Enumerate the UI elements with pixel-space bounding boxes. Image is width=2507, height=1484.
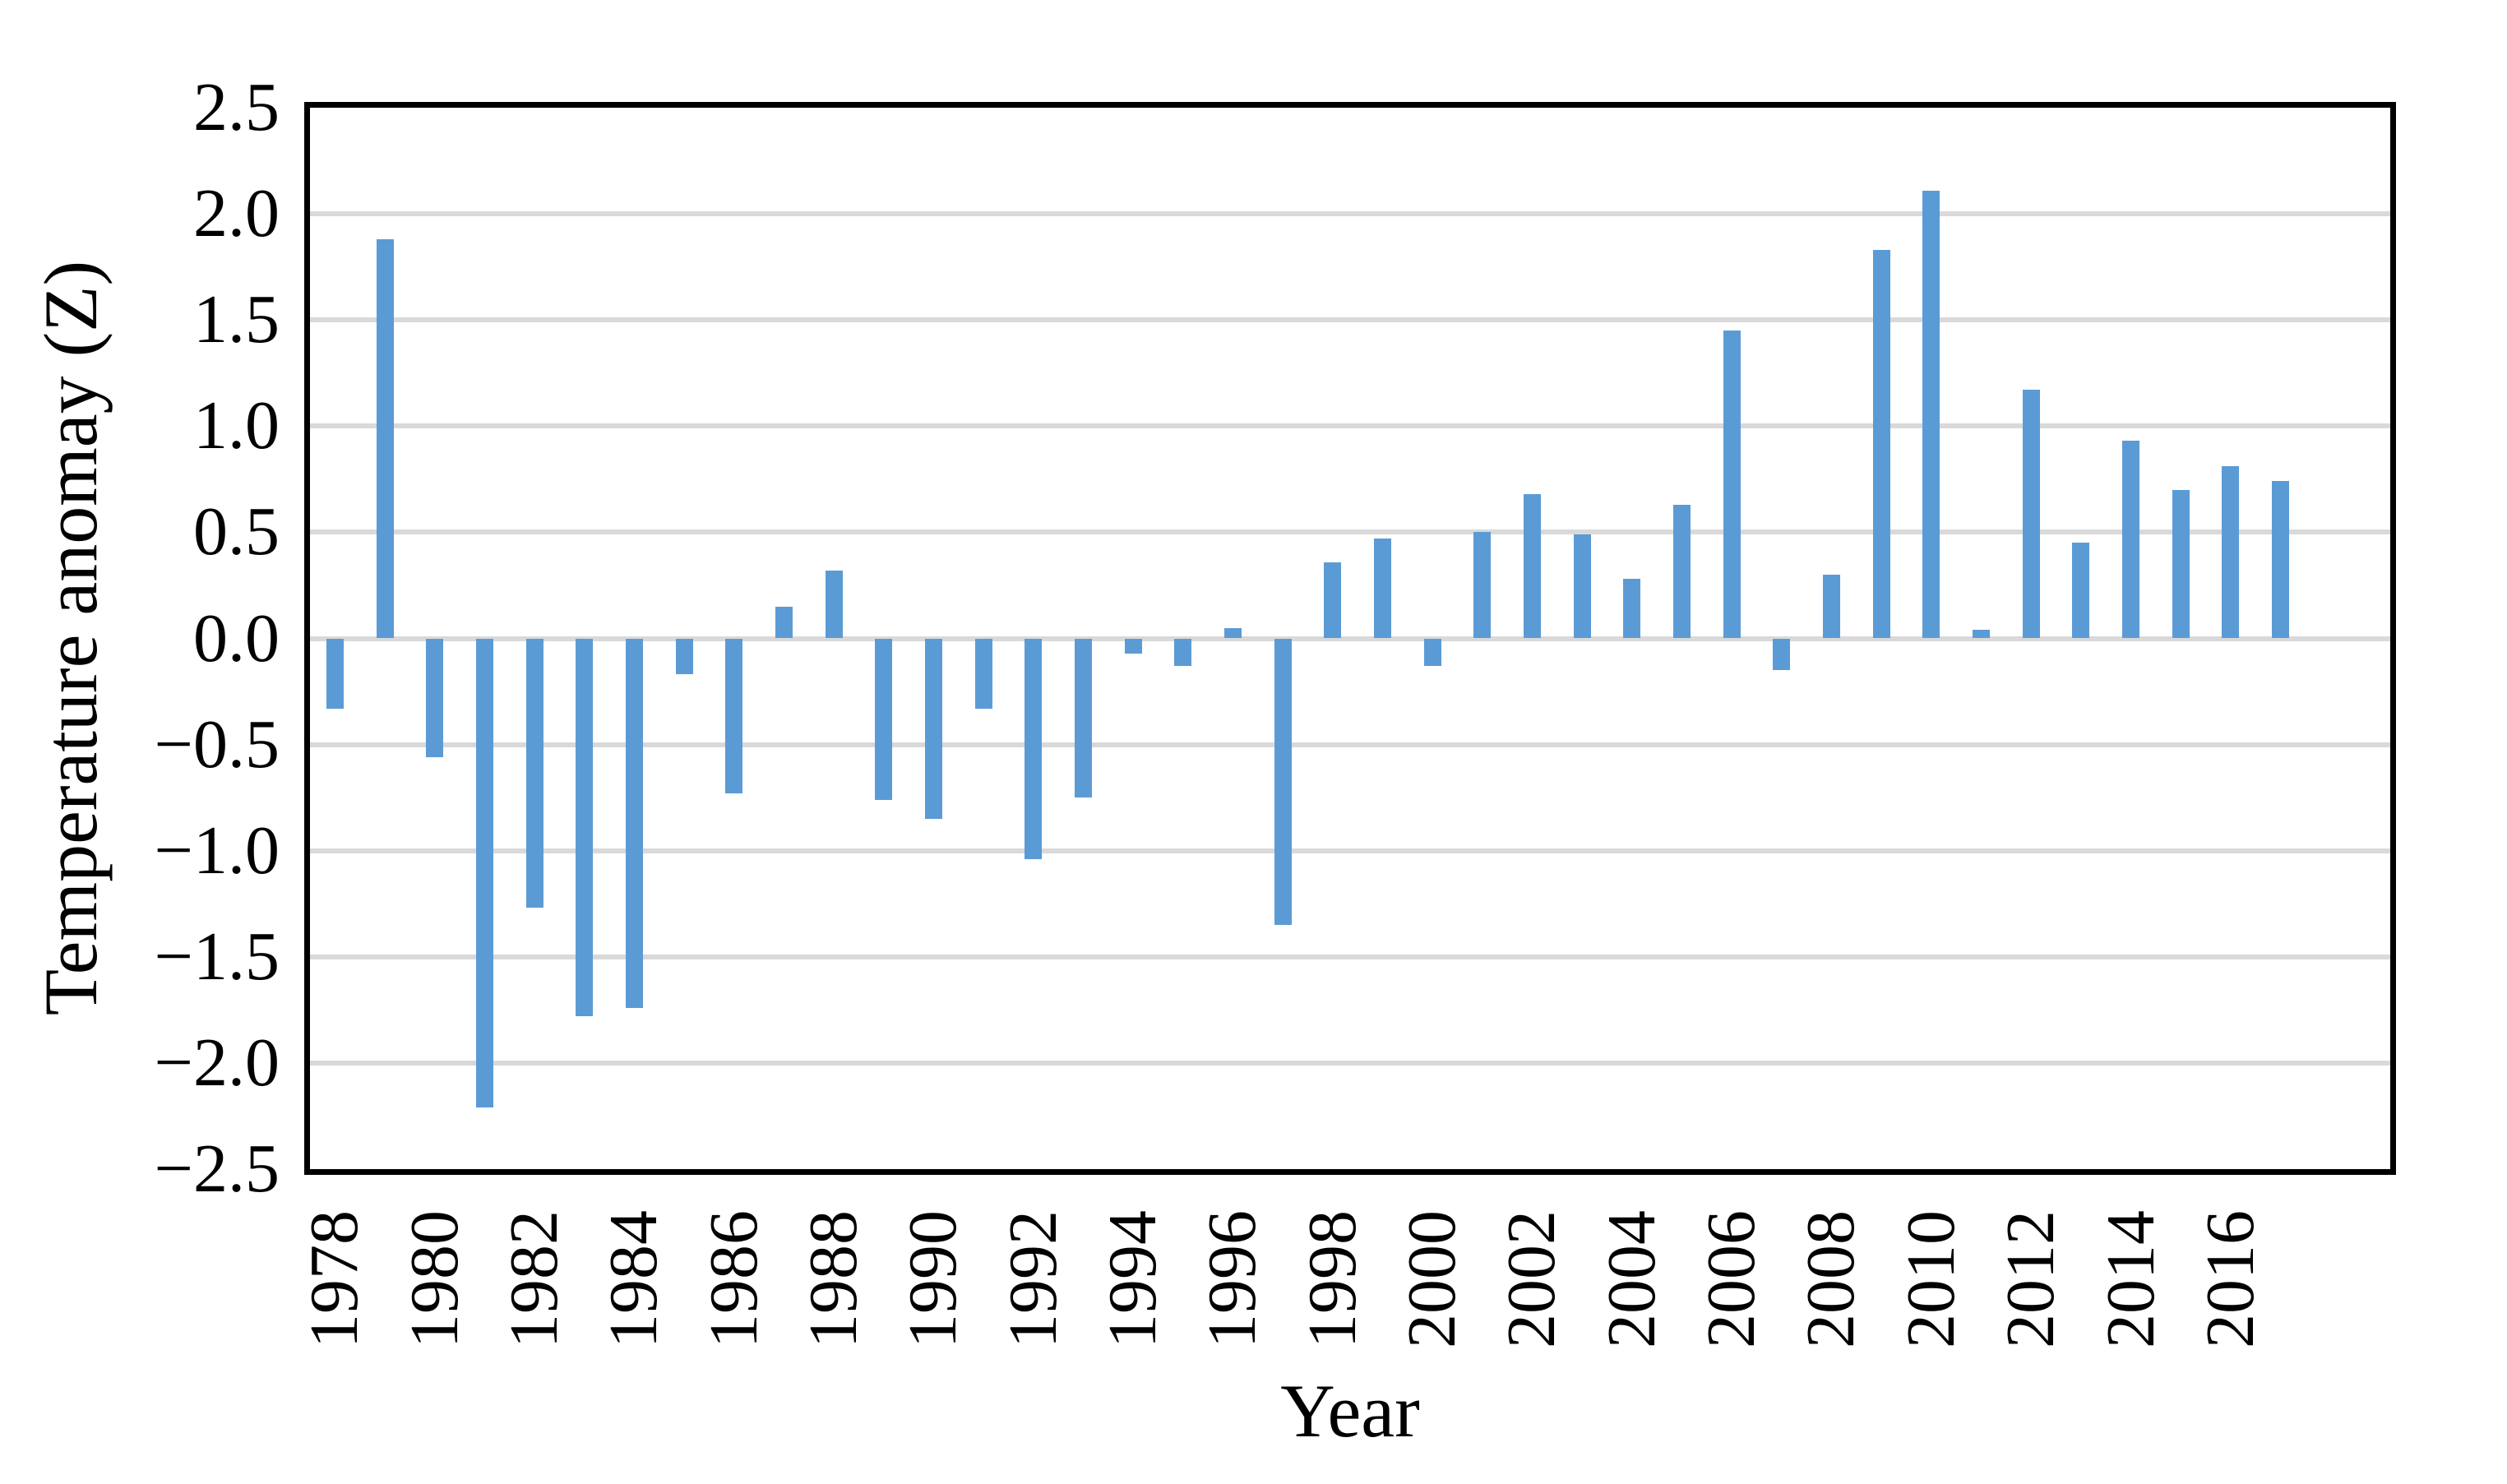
bar-1988 (825, 570, 843, 639)
gridline-y-−1.0 (310, 848, 2390, 853)
bar-2002 (1523, 493, 1541, 639)
bar-2001 (1473, 532, 1492, 639)
x-tick-label-1998: 1998 (1293, 1210, 1371, 1348)
x-tick-label-2000: 2000 (1394, 1210, 1471, 1348)
bar-2003 (1573, 534, 1591, 639)
bar-1998 (1324, 562, 1342, 639)
bar-1993 (1074, 638, 1092, 798)
y-tick-label-−2.5: −2.5 (154, 1130, 280, 1207)
bar-1999 (1373, 539, 1391, 639)
bar-2014 (2122, 441, 2139, 639)
bar-1979 (376, 239, 394, 639)
bar-1992 (1025, 638, 1043, 860)
bar-1980 (426, 638, 444, 758)
gridline-y-−1.5 (310, 954, 2390, 959)
bar-2013 (2072, 543, 2090, 639)
x-tick-label-1980: 1980 (395, 1210, 473, 1348)
x-tick-label-2016: 2016 (2191, 1210, 2269, 1348)
bar-1982 (525, 638, 543, 908)
x-tick-label-1990: 1990 (895, 1210, 972, 1348)
bar-2010 (1922, 190, 1940, 639)
x-tick-label-1978: 1978 (296, 1210, 373, 1348)
x-axis-title: Year (1280, 1369, 1420, 1453)
bar-2007 (1773, 638, 1791, 671)
bar-2009 (1872, 249, 1890, 639)
gridline-y-1.0 (310, 423, 2390, 429)
x-tick-label-2010: 2010 (1892, 1210, 1969, 1348)
y-tick-label-0.5: 0.5 (193, 493, 280, 571)
gridline-y-−0.5 (310, 742, 2390, 747)
bar-1986 (725, 638, 743, 793)
x-tick-label-2008: 2008 (1792, 1210, 1870, 1348)
bar-2017 (2272, 481, 2290, 639)
y-tick-label-−1.5: −1.5 (154, 918, 280, 995)
bar-1991 (974, 638, 992, 709)
bar-1995 (1174, 638, 1192, 667)
bar-2008 (1822, 575, 1840, 639)
x-tick-label-1992: 1992 (994, 1210, 1071, 1348)
bar-2012 (2022, 390, 2040, 639)
x-tick-label-2002: 2002 (1493, 1210, 1570, 1348)
bar-1996 (1223, 627, 1242, 639)
x-tick-label-1988: 1988 (795, 1210, 872, 1348)
gridline-y-0.0 (310, 636, 2390, 641)
x-tick-label-1984: 1984 (595, 1210, 673, 1348)
x-tick-label-2006: 2006 (1693, 1210, 1770, 1348)
bar-1981 (475, 638, 493, 1108)
bar-1994 (1124, 638, 1142, 654)
bar-1989 (875, 638, 893, 800)
bar-1990 (924, 638, 942, 819)
bar-2016 (2222, 466, 2240, 639)
x-tick-label-1986: 1986 (695, 1210, 772, 1348)
bar-1984 (625, 638, 643, 1008)
gridline-y-1.5 (310, 317, 2390, 323)
y-tick-label-0.0: 0.0 (193, 599, 280, 677)
x-tick-label-2012: 2012 (1992, 1210, 2070, 1348)
gridline-y-2.0 (310, 211, 2390, 217)
gridline-y-0.5 (310, 529, 2390, 535)
y-tick-label-−2.0: −2.0 (154, 1024, 280, 1101)
bar-2011 (1972, 630, 1990, 639)
bar-2005 (1672, 504, 1691, 639)
bar-2004 (1623, 579, 1641, 639)
plot-area (304, 102, 2396, 1175)
bar-1985 (675, 638, 693, 675)
x-tick-label-2014: 2014 (2092, 1210, 2169, 1348)
bar-1983 (576, 638, 594, 1017)
y-tick-label-−1.0: −1.0 (154, 811, 280, 889)
bar-1987 (775, 606, 793, 639)
gridline-y-−2.0 (310, 1060, 2390, 1066)
y-tick-label-2.5: 2.5 (193, 69, 280, 146)
bar-2015 (2172, 489, 2190, 639)
x-tick-label-1996: 1996 (1194, 1210, 1271, 1348)
x-tick-label-1994: 1994 (1094, 1210, 1172, 1348)
y-tick-label-2.0: 2.0 (193, 175, 280, 252)
x-tick-label-1982: 1982 (496, 1210, 573, 1348)
y-tick-label-1.5: 1.5 (193, 281, 280, 358)
bar-2000 (1423, 638, 1441, 667)
bar-2006 (1723, 331, 1741, 639)
y-tick-label-1.0: 1.0 (193, 387, 280, 465)
bar-1978 (326, 638, 344, 709)
bar-1997 (1274, 638, 1292, 926)
x-tick-label-2004: 2004 (1593, 1210, 1670, 1348)
y-tick-label-−0.5: −0.5 (154, 705, 280, 783)
